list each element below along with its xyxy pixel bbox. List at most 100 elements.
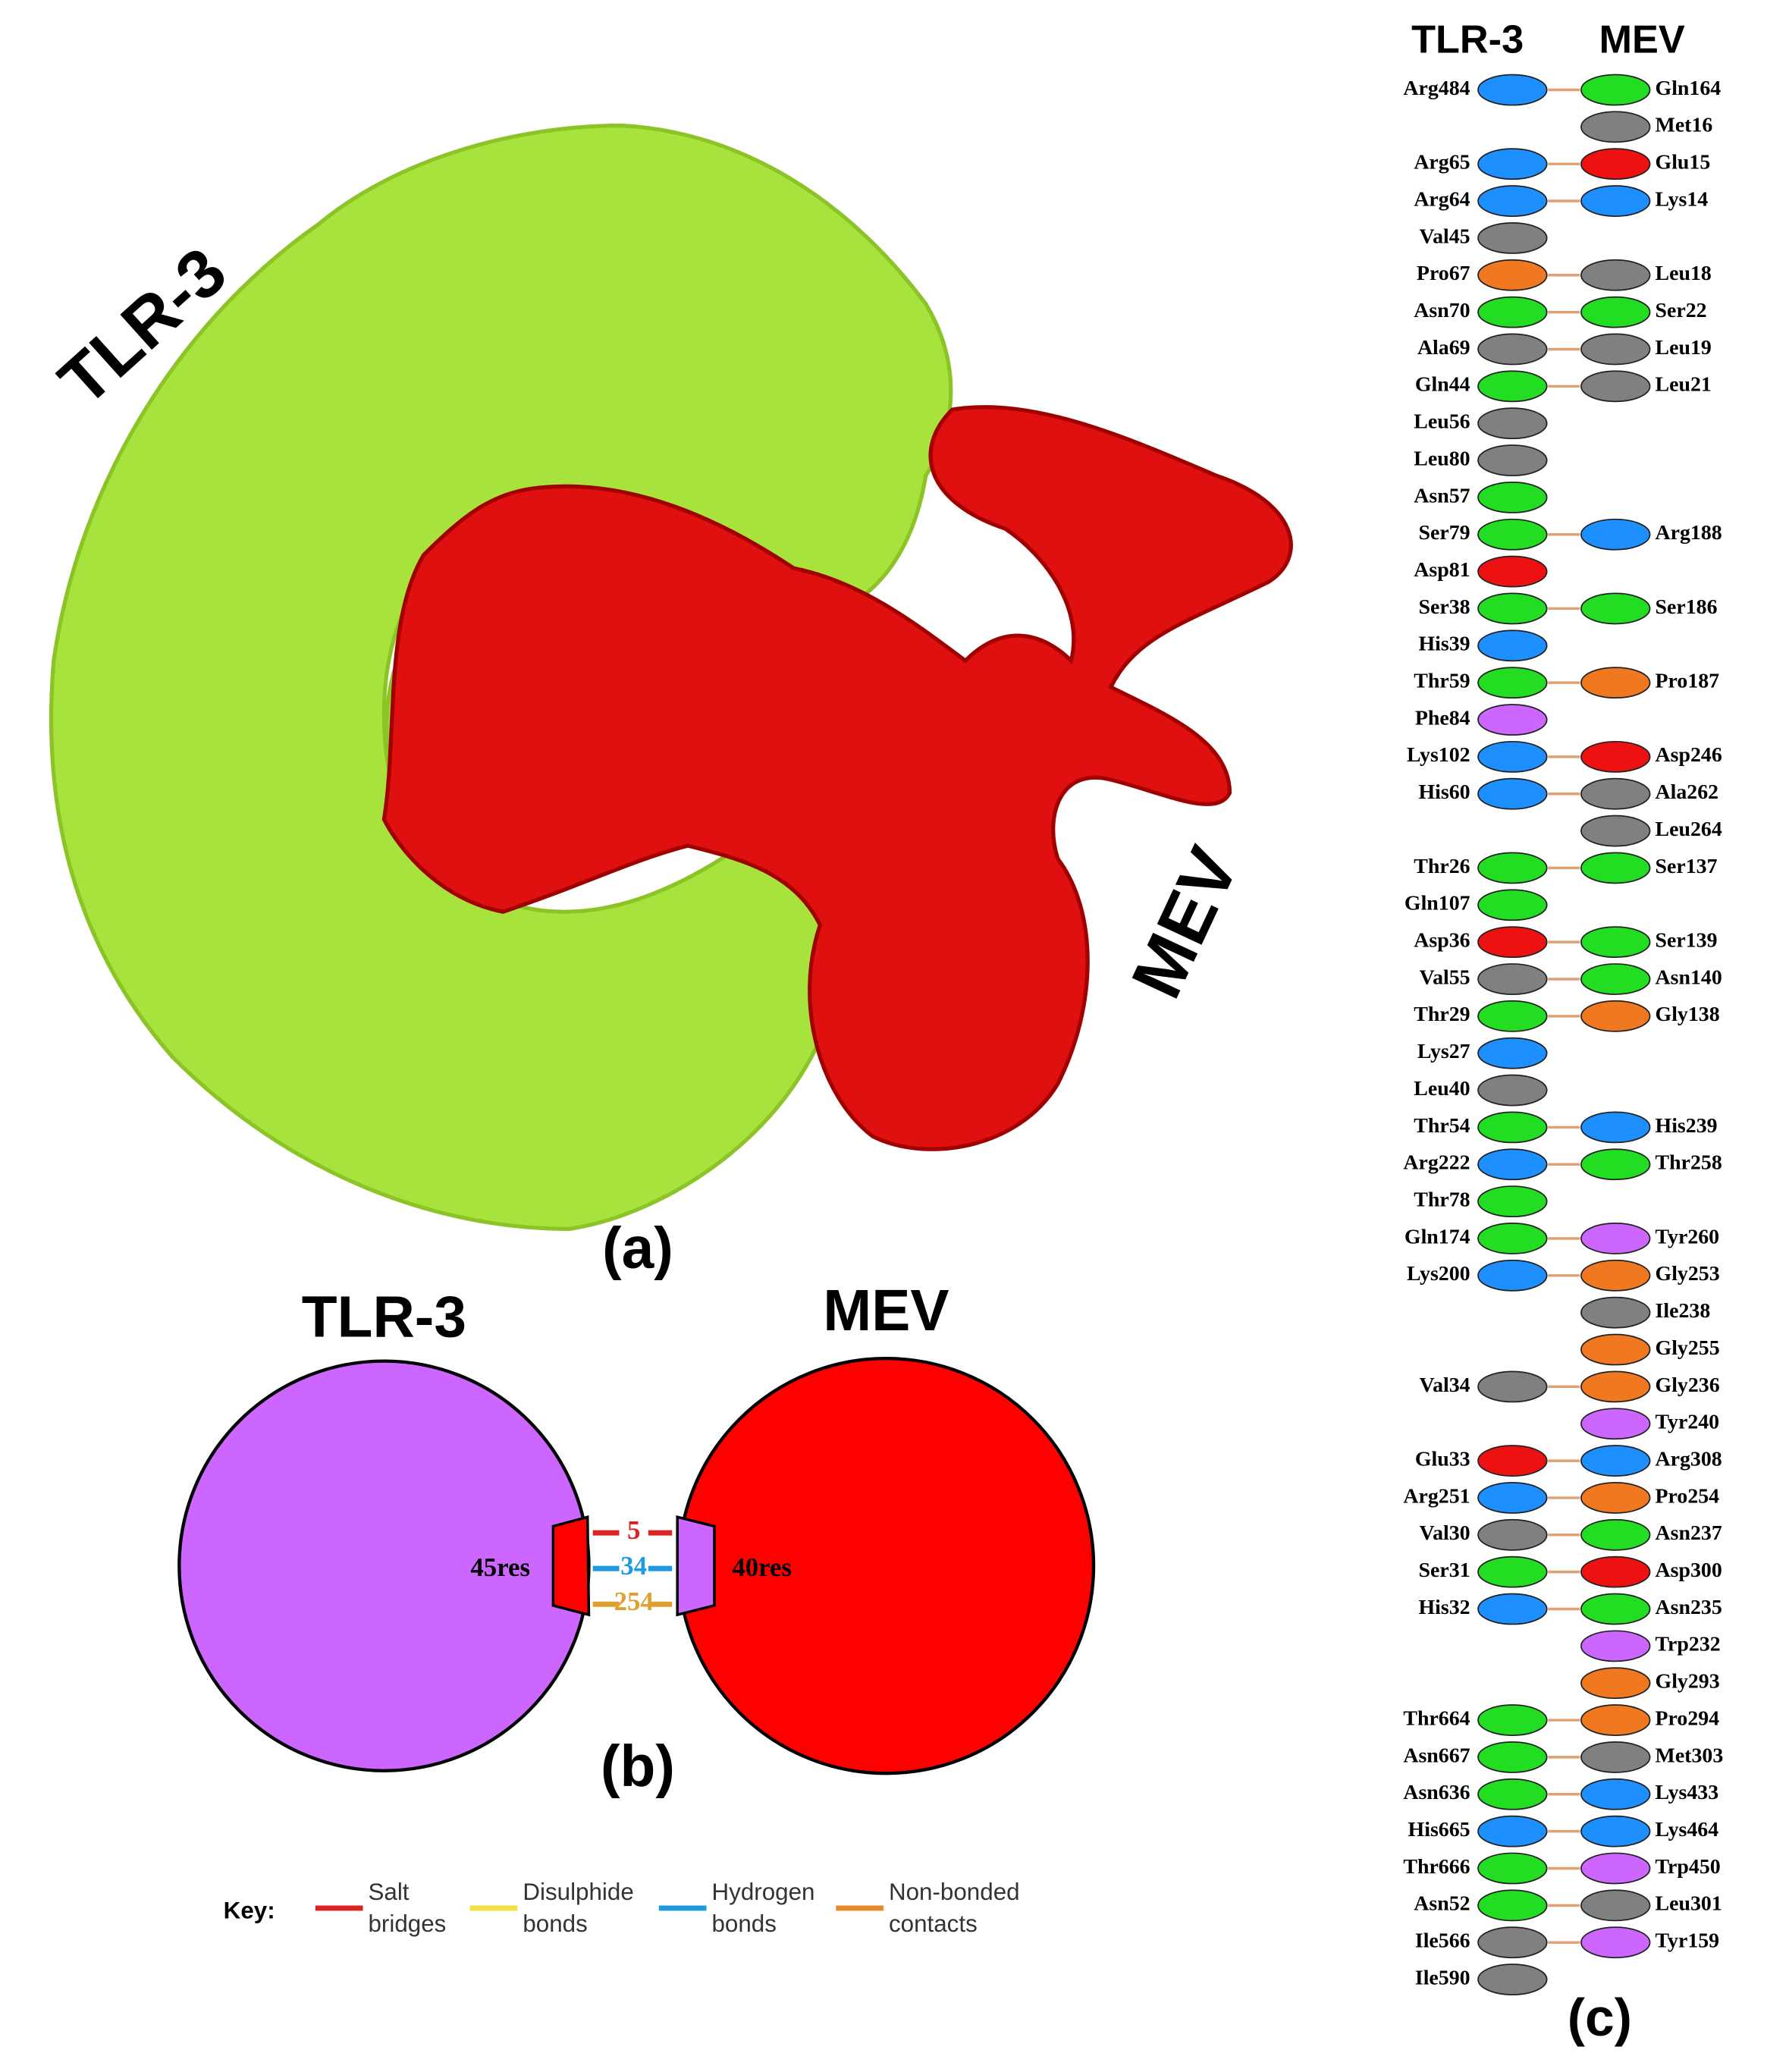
residue-label: Leu264 xyxy=(1656,818,1722,841)
residue-label: Asp36 xyxy=(1414,929,1470,953)
residue-node xyxy=(1580,74,1651,106)
residue-label: Thr78 xyxy=(1414,1188,1470,1211)
residue-node xyxy=(1580,1704,1651,1736)
residue-node xyxy=(1580,1741,1651,1773)
residue-node xyxy=(1477,1111,1548,1144)
residue-label: Lys14 xyxy=(1656,187,1709,211)
residue-label: Asn237 xyxy=(1656,1521,1722,1545)
residue-node xyxy=(1477,1370,1548,1403)
residue-node xyxy=(1580,926,1651,959)
residue-label: Lys102 xyxy=(1407,743,1470,767)
residue-label: Arg484 xyxy=(1403,77,1470,100)
residue-label: Gln174 xyxy=(1404,1225,1470,1248)
residue-label: Leu301 xyxy=(1656,1892,1722,1916)
caption: (c) xyxy=(1568,1988,1632,2047)
key-label: Salt xyxy=(368,1879,409,1905)
residue-label: Tyr260 xyxy=(1656,1225,1720,1248)
residue-label: Pro294 xyxy=(1656,1706,1720,1730)
key-label: Disulphide xyxy=(523,1879,633,1905)
residue-node xyxy=(1580,1259,1651,1292)
panel-c: TLR-3 MEV (c) Arg484 Gln164 Met16 Arg65 Glu1… xyxy=(1403,18,1723,2048)
residue-label: Thr666 xyxy=(1403,1855,1470,1879)
vaccine-interface xyxy=(676,1515,716,1617)
residue-node xyxy=(1477,740,1548,773)
residue-label: Phe84 xyxy=(1415,706,1470,730)
residue-node xyxy=(1580,1556,1651,1588)
residue-node xyxy=(1477,518,1548,551)
residue-label: Gly138 xyxy=(1656,1003,1720,1026)
residue-node xyxy=(1477,221,1548,254)
residue-label: Thr664 xyxy=(1403,1706,1470,1730)
residue-node xyxy=(1477,481,1548,513)
residue-label: Arg64 xyxy=(1414,187,1470,211)
residue-label: Asn235 xyxy=(1656,1596,1722,1619)
residue-label: Gly253 xyxy=(1656,1262,1720,1286)
residue-node xyxy=(1477,333,1548,366)
residue-label: Ser22 xyxy=(1656,299,1707,322)
residue-label: His60 xyxy=(1418,780,1470,804)
residue-label: Glu15 xyxy=(1656,151,1711,174)
residue-label: Gln107 xyxy=(1404,892,1470,915)
residue-label: Lys27 xyxy=(1417,1040,1470,1063)
residue-node xyxy=(1477,444,1548,476)
residue-label: Lys433 xyxy=(1656,1781,1719,1804)
residue-label: Asp246 xyxy=(1656,743,1722,767)
residue-node xyxy=(1580,963,1651,995)
residue-node xyxy=(1477,926,1548,959)
residue-node xyxy=(1580,1223,1651,1254)
key-label: Hydrogen xyxy=(711,1879,814,1905)
bond-count: 34 xyxy=(620,1551,647,1581)
residue-label: Ser186 xyxy=(1656,595,1718,619)
residue-node xyxy=(1477,1964,1548,1995)
residue-label: Thr59 xyxy=(1414,670,1470,693)
key-label: Non-bonded xyxy=(889,1879,1020,1905)
residue-node xyxy=(1477,407,1548,440)
residue-label: Leu18 xyxy=(1656,262,1712,285)
residue-node xyxy=(1580,148,1651,181)
residue-node xyxy=(1580,259,1651,291)
residue-label: Asp81 xyxy=(1414,558,1470,582)
residue-node xyxy=(1580,1889,1651,1922)
residue-node xyxy=(1477,963,1548,995)
residue-node xyxy=(1477,629,1548,662)
caption: (b) xyxy=(601,1735,675,1799)
residue-node xyxy=(1477,1852,1548,1885)
residue-node xyxy=(1580,1926,1651,1959)
residue-node xyxy=(1580,1445,1651,1477)
bond-count: 5 xyxy=(627,1515,640,1545)
panel-a: TLR-3 MEV (a) xyxy=(45,123,1293,1281)
residue-node xyxy=(1477,1259,1548,1292)
residue-label: Lys200 xyxy=(1407,1262,1470,1286)
residue-node xyxy=(1580,1630,1651,1662)
residue-node xyxy=(1580,592,1651,625)
residue-node xyxy=(1580,518,1651,551)
residue-label: Thr29 xyxy=(1414,1003,1470,1026)
residue-node xyxy=(1477,148,1548,181)
residue-label: Val55 xyxy=(1420,965,1470,989)
residue-label: Leu19 xyxy=(1656,336,1712,359)
residue-node xyxy=(1477,1482,1548,1514)
residue-label: Thr26 xyxy=(1414,855,1470,878)
residue-node xyxy=(1477,1704,1548,1736)
key-label: bridges xyxy=(368,1910,446,1937)
left-header: TLR-3 xyxy=(1411,18,1524,62)
residue-node xyxy=(1477,667,1548,699)
residue-node xyxy=(1477,1518,1548,1551)
residue-label: Asn70 xyxy=(1414,299,1470,322)
residue-node xyxy=(1477,1926,1548,1959)
residue-node xyxy=(1477,1185,1548,1218)
residue-node xyxy=(1580,1593,1651,1625)
residue-node xyxy=(1477,259,1548,291)
receptor-name: TLR-3 xyxy=(302,1286,466,1350)
residue-node xyxy=(1580,1148,1651,1181)
right-header: MEV xyxy=(1599,18,1684,62)
vaccine-label: MEV xyxy=(1116,836,1254,1009)
residue-label: Ser38 xyxy=(1419,595,1470,619)
residue-node xyxy=(1580,1852,1651,1885)
residue-label: Ser79 xyxy=(1419,521,1470,545)
residue-node xyxy=(1477,852,1548,884)
residue-label: Ile590 xyxy=(1415,1966,1470,1989)
residue-label: His39 xyxy=(1418,633,1470,656)
residue-label: Asn57 xyxy=(1414,484,1470,507)
residue-label: Asn140 xyxy=(1656,965,1722,989)
